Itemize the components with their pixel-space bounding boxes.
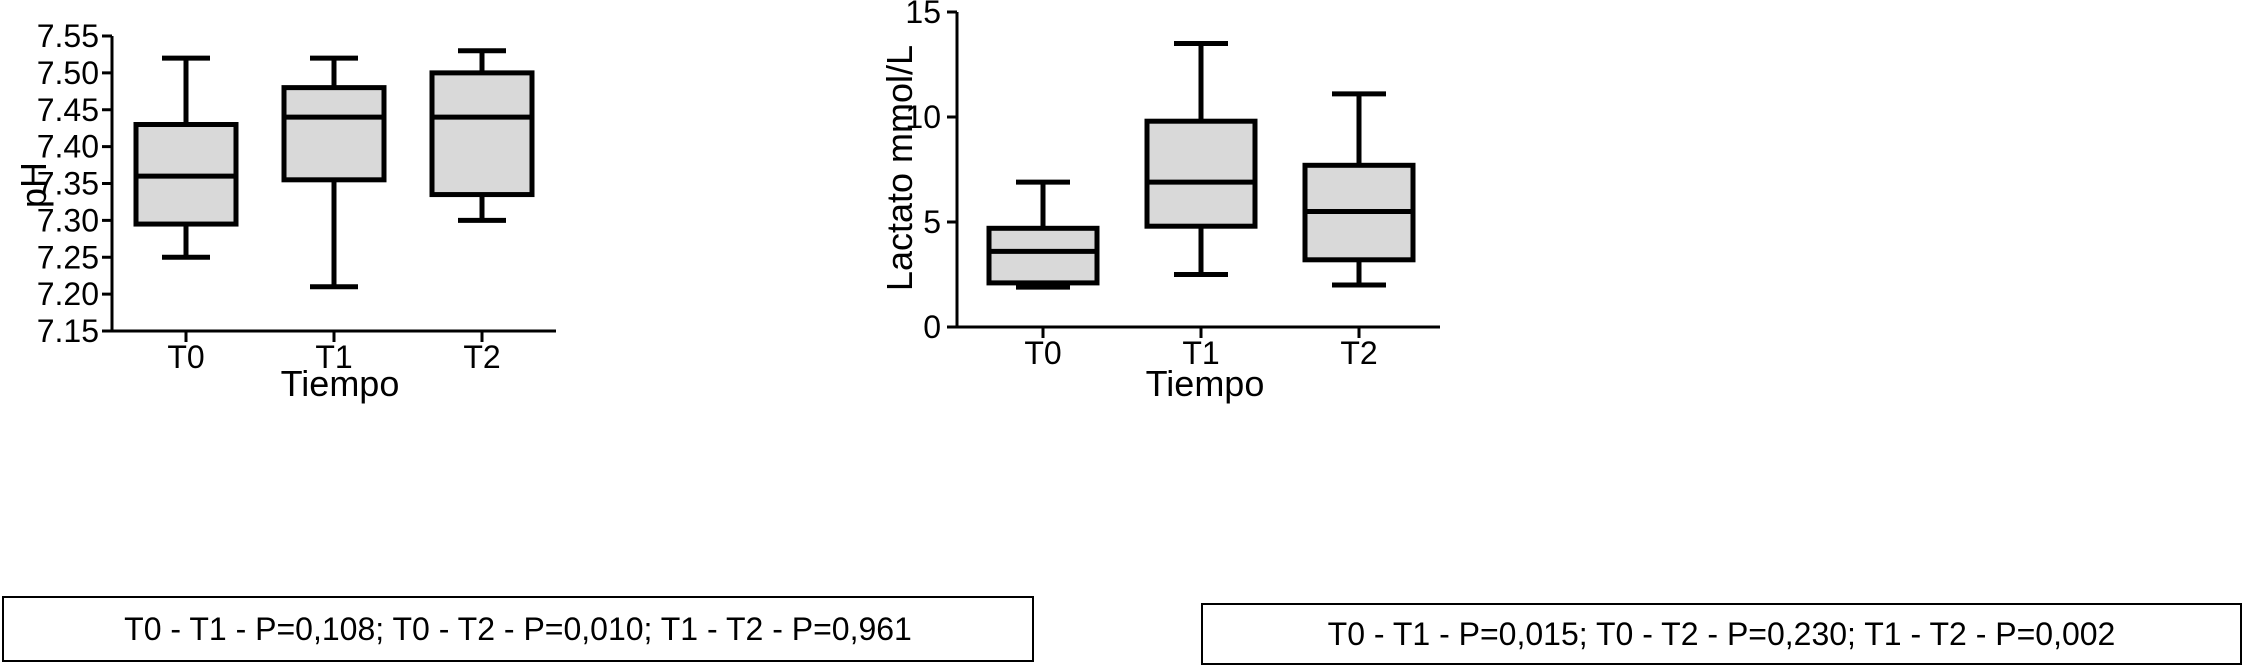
y-tick-label: 7.35	[37, 166, 99, 202]
stats-note-lactato: T0 - T1 - P=0,015; T0 - T2 - P=0,230; T1…	[1201, 603, 2242, 665]
x-axis-title: Tiempo	[1146, 363, 1265, 404]
box-T1	[1144, 41, 1258, 277]
box-T0	[986, 179, 1100, 290]
y-tick-label: 7.55	[37, 18, 99, 54]
box-T1	[281, 55, 387, 290]
y-tick-label: 5	[923, 204, 941, 240]
y-tick-label: 15	[905, 0, 941, 30]
y-tick-label: 7.45	[37, 92, 99, 128]
y-tick-label: 10	[905, 99, 941, 135]
chart-2: 0 5 10 15 T0 T1 T2 Tiempo Lactato mmol/L	[879, 0, 1440, 404]
x-axis-title: Tiempo	[281, 363, 400, 404]
iqr-box	[986, 225, 1100, 286]
y-tick-label: 7.25	[37, 239, 99, 275]
y-tick-label: 7.15	[37, 313, 99, 349]
box-T0	[133, 55, 239, 260]
y-axis-title: pH	[13, 162, 54, 208]
y-tick-label: 7.50	[37, 55, 99, 91]
x-tick-label: T2	[1340, 335, 1377, 371]
iqr-box	[281, 85, 387, 183]
box-T2	[429, 48, 535, 223]
y-tick-label: 7.30	[37, 202, 99, 238]
x-tick-label: T1	[1182, 335, 1219, 371]
chart-1: 7.157.207.257.307.357.407.457.507.55 T0 T1…	[13, 18, 556, 404]
x-tick-label: T0	[167, 339, 204, 375]
y-tick-label: 0	[923, 309, 941, 345]
box-T2	[1302, 91, 1416, 288]
x-tick-label: T1	[315, 339, 352, 375]
stats-note-ph: T0 - T1 - P=0,108; T0 - T2 - P=0,010; T1…	[2, 596, 1034, 662]
iqr-box	[429, 70, 535, 198]
x-tick-label: T2	[463, 339, 500, 375]
x-tick-label: T0	[1024, 335, 1061, 371]
y-tick-label: 7.20	[37, 276, 99, 312]
y-axis-title: Lactato mmol/L	[879, 45, 920, 291]
iqr-box	[1144, 118, 1258, 229]
y-tick-label: 7.40	[37, 129, 99, 165]
